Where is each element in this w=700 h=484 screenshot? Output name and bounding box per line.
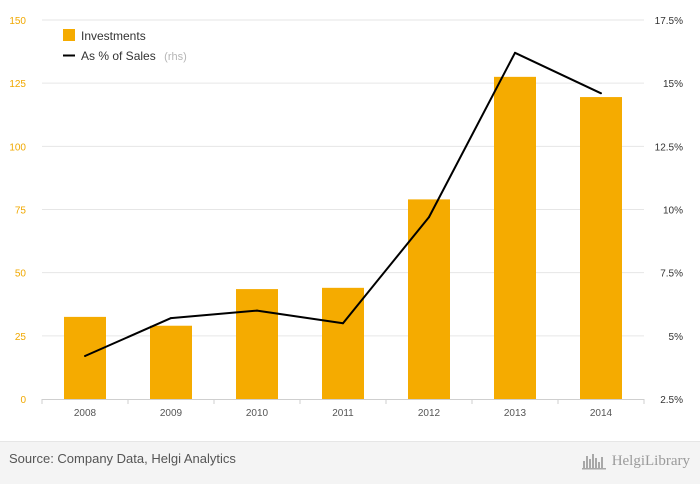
sales-ratio-point-2012 bbox=[428, 216, 430, 219]
y-left-tick-label: 150 bbox=[9, 16, 26, 27]
y-right-tick-label: 12.5% bbox=[655, 142, 683, 153]
legend-label-sales-ratio-suffix: (rhs) bbox=[164, 51, 187, 63]
line-series bbox=[84, 51, 602, 358]
sales-ratio-point-2010 bbox=[256, 309, 258, 312]
gridlines bbox=[42, 19, 644, 337]
axes: 0 2.5% 25 5% 50 7.5% 75 10% 100 12.5% 125 15% 150 17.… bbox=[9, 16, 683, 419]
sales-ratio-point-2013 bbox=[514, 51, 516, 54]
y-left-tick-label: 125 bbox=[9, 79, 26, 90]
bar-2014 bbox=[580, 97, 622, 400]
sales-ratio-point-2014 bbox=[600, 92, 602, 95]
legend-label-sales-ratio-name: As % of Sales bbox=[81, 49, 156, 63]
bar-2012 bbox=[408, 199, 450, 399]
chart: 0 2.5% 25 5% 50 7.5% 75 10% 100 12.5% 125 15% 150 17.… bbox=[9, 16, 683, 419]
legend-label-sales-ratio: As % of Sales (rhs) bbox=[81, 47, 187, 64]
y-left-tick-label: 100 bbox=[9, 142, 26, 153]
source-note: Source: Company Data, Helgi Analytics bbox=[9, 451, 236, 466]
y-right-tick-label: 17.5% bbox=[655, 16, 683, 27]
sales-ratio-point-2009 bbox=[170, 317, 172, 320]
x-tick-label: 2011 bbox=[332, 408, 354, 419]
x-tick-label: 2008 bbox=[74, 408, 97, 419]
bar-2008 bbox=[64, 316, 106, 399]
legend: Investments As % of Sales (rhs) bbox=[63, 29, 187, 64]
x-tick-label: 2009 bbox=[160, 408, 183, 419]
y-left-tick-label: 75 bbox=[15, 206, 27, 217]
y-right-tick-label: 2.5% bbox=[660, 395, 683, 406]
x-tick-label: 2010 bbox=[246, 408, 269, 419]
y-left-tick-label: 50 bbox=[15, 269, 27, 280]
brand-name: HelgiLibrary bbox=[611, 452, 690, 469]
sales-ratio-point-2008 bbox=[84, 355, 86, 358]
x-tick-label: 2012 bbox=[418, 408, 441, 419]
sales-ratio-point-2011 bbox=[342, 322, 344, 325]
x-tick-label: 2014 bbox=[590, 408, 613, 419]
y-right-tick-label: 10% bbox=[663, 206, 683, 217]
legend-swatch-investments bbox=[63, 29, 75, 41]
legend-label-investments: Investments bbox=[81, 29, 146, 43]
x-tick-label: 2013 bbox=[504, 408, 527, 419]
y-right-tick-label: 15% bbox=[663, 79, 683, 90]
y-left-tick-label: 25 bbox=[15, 332, 27, 343]
y-right-tick-label: 5% bbox=[669, 332, 684, 343]
y-left-tick-label: 0 bbox=[20, 395, 26, 406]
y-right-tick-label: 7.5% bbox=[660, 269, 683, 280]
footer: Source: Company Data, Helgi Analytics He… bbox=[0, 441, 700, 484]
bar-2010 bbox=[236, 289, 278, 399]
bar-2009 bbox=[150, 325, 192, 399]
library-logo-icon bbox=[581, 454, 606, 470]
brand-logo: HelgiLibrary bbox=[581, 450, 690, 472]
bar-2013 bbox=[494, 76, 536, 399]
bar-series bbox=[64, 76, 622, 400]
